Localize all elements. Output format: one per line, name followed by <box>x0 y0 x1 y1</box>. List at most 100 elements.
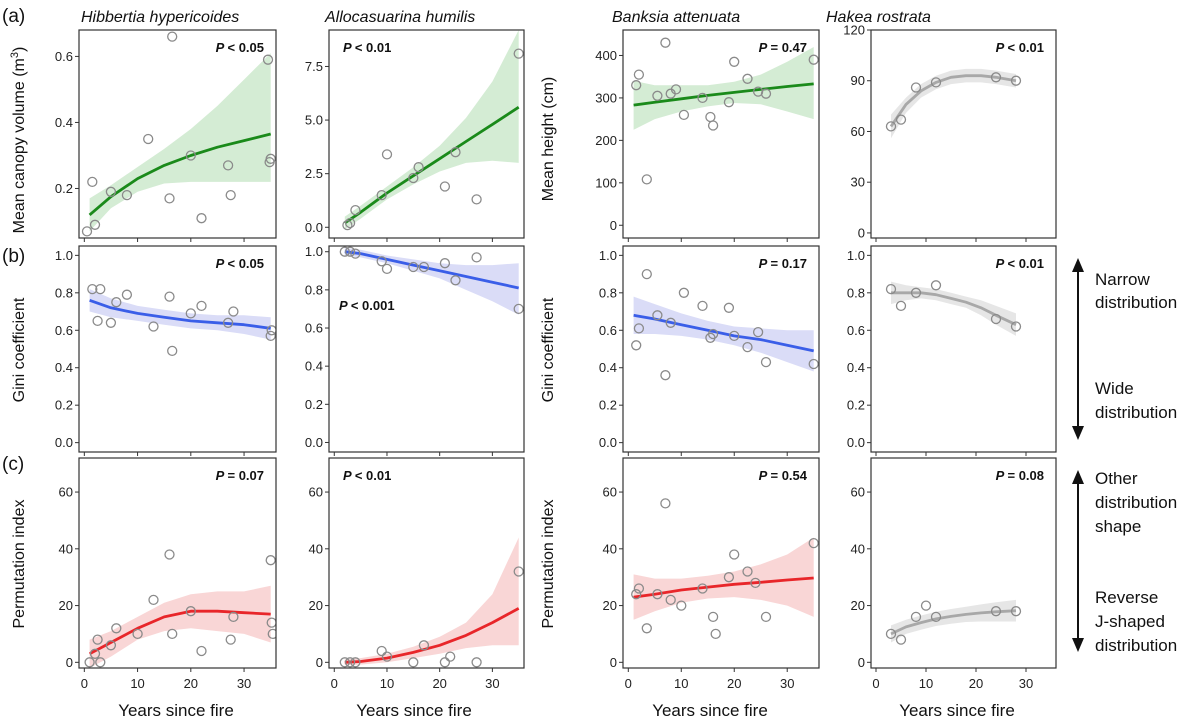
p-value-label: P < 0.01 <box>996 40 1044 55</box>
y-tick-label: 0.6 <box>55 323 73 338</box>
data-point <box>930 611 942 623</box>
data-point <box>660 37 671 48</box>
row-label-a: (a) <box>2 6 25 27</box>
x-tick-label: 0 <box>625 676 632 691</box>
data-point <box>408 657 419 668</box>
y-tick-label: 0.0 <box>305 220 323 235</box>
y-tick-label: 0.0 <box>847 435 865 450</box>
legend-narrow-wide: Narrow distribution Wide distribution <box>1072 258 1177 440</box>
data-point <box>339 657 350 668</box>
data-point <box>707 611 719 623</box>
data-point <box>752 326 764 338</box>
y-tick-label: 60 <box>851 124 865 139</box>
data-point <box>1010 75 1022 86</box>
data-point <box>89 219 101 230</box>
y-tick-label: 0.6 <box>847 323 865 338</box>
data-point <box>513 566 524 577</box>
p-value-label: P = 0.47 <box>759 40 807 55</box>
p-value-label: P < 0.01 <box>996 256 1044 271</box>
y-tick-label: 0 <box>610 218 617 233</box>
data-point <box>164 549 175 560</box>
x-tick-label: 10 <box>130 676 144 691</box>
data-point <box>339 246 350 257</box>
y-tick-label: 0.6 <box>599 323 617 338</box>
fit-line <box>633 576 814 599</box>
y-tick-label: 90 <box>851 73 865 88</box>
data-point <box>750 577 761 589</box>
data-point <box>92 315 103 327</box>
p-value-label: P = 0.17 <box>759 256 807 271</box>
data-point <box>413 162 424 173</box>
data-point <box>670 84 682 95</box>
legend-reverse: J-shaped <box>1095 612 1165 631</box>
data-point <box>344 217 356 229</box>
data-point <box>111 623 122 634</box>
data-point <box>81 226 93 237</box>
data-point <box>196 213 207 224</box>
data-point <box>95 283 106 295</box>
data-point <box>342 219 353 231</box>
legend-wide: Wide <box>1095 379 1134 398</box>
panel-frame <box>328 29 525 239</box>
data-point <box>439 181 451 192</box>
data-point <box>660 370 671 381</box>
data-point <box>121 289 133 300</box>
data-point <box>910 611 922 623</box>
x-tick-label: 0 <box>81 676 88 691</box>
confidence-band <box>891 281 1016 336</box>
y-tick-label: 0.4 <box>55 115 73 130</box>
data-point <box>408 172 419 184</box>
panel-c3: 0 20 40 60 0 10 20 30 P = 0.54 <box>603 457 820 691</box>
data-point <box>228 611 239 623</box>
panel-frame <box>622 29 820 239</box>
data-point <box>408 261 419 273</box>
data-point <box>729 56 740 67</box>
y-tick-label: 0 <box>66 655 73 670</box>
data-point <box>418 640 430 651</box>
data-point <box>660 498 671 509</box>
y-tick-label: 0.8 <box>847 285 865 300</box>
legend-reverse: Reverse <box>1095 588 1158 607</box>
legend-other: shape <box>1095 517 1141 536</box>
y-tick-label: 7.5 <box>305 59 323 74</box>
data-point <box>641 174 652 185</box>
x-tick-label: 0 <box>872 676 879 691</box>
data-point <box>752 86 764 97</box>
data-point <box>742 566 753 577</box>
panel-frame <box>870 29 1057 239</box>
legend-narrow: distribution <box>1095 293 1177 312</box>
x-tick-label: 30 <box>485 676 499 691</box>
y-tick-label: 1.0 <box>599 248 617 263</box>
data-point <box>697 92 708 104</box>
data-point <box>381 263 393 275</box>
y-tick-label: 60 <box>309 485 323 500</box>
x-tick-label: 30 <box>780 676 794 691</box>
data-point <box>445 651 456 662</box>
x-tick-label: 10 <box>674 676 688 691</box>
data-point <box>344 657 356 668</box>
data-point <box>185 308 196 319</box>
panel-frame <box>78 245 277 453</box>
species-title: Banksia attenuata <box>612 9 740 26</box>
fit-line <box>344 250 520 290</box>
data-point <box>1010 606 1022 617</box>
data-point <box>631 589 642 600</box>
y-axis-label-permutation: Permutation index <box>11 500 28 629</box>
data-point <box>450 275 461 286</box>
data-point <box>185 606 196 617</box>
data-point <box>652 589 663 600</box>
y-tick-label: 0.2 <box>55 398 73 413</box>
data-point <box>418 261 430 273</box>
y-tick-label: 0.6 <box>305 321 323 336</box>
y-tick-label: 0.2 <box>847 398 865 413</box>
y-tick-label: 40 <box>603 541 617 556</box>
y-tick-label: 1.0 <box>305 244 323 259</box>
y-tick-label: 0.2 <box>55 181 73 196</box>
data-point <box>895 114 907 125</box>
confidence-band <box>89 289 271 340</box>
data-point <box>930 280 942 291</box>
data-point <box>742 341 753 353</box>
data-point <box>885 121 897 132</box>
y-tick-label: 200 <box>595 133 617 148</box>
panel-frame <box>870 245 1057 453</box>
